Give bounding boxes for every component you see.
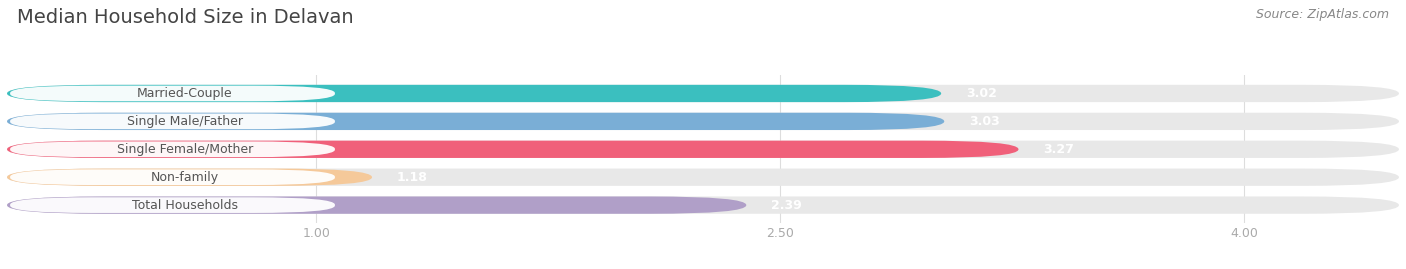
Text: 1.18: 1.18	[396, 171, 427, 184]
FancyBboxPatch shape	[7, 85, 1399, 102]
Text: Single Male/Father: Single Male/Father	[127, 115, 243, 128]
FancyBboxPatch shape	[10, 197, 335, 213]
FancyBboxPatch shape	[7, 85, 941, 102]
FancyBboxPatch shape	[7, 113, 1399, 130]
FancyBboxPatch shape	[10, 169, 335, 185]
FancyBboxPatch shape	[7, 141, 1018, 158]
Text: 3.02: 3.02	[966, 87, 997, 100]
Text: 2.39: 2.39	[770, 199, 801, 212]
FancyBboxPatch shape	[7, 169, 373, 186]
FancyBboxPatch shape	[7, 113, 945, 130]
FancyBboxPatch shape	[7, 196, 747, 214]
FancyBboxPatch shape	[7, 169, 1399, 186]
Text: Median Household Size in Delavan: Median Household Size in Delavan	[17, 8, 353, 27]
Text: Source: ZipAtlas.com: Source: ZipAtlas.com	[1256, 8, 1389, 21]
Text: Single Female/Mother: Single Female/Mother	[117, 143, 253, 156]
Text: Total Households: Total Households	[132, 199, 238, 212]
FancyBboxPatch shape	[10, 114, 335, 129]
FancyBboxPatch shape	[10, 86, 335, 101]
FancyBboxPatch shape	[10, 141, 335, 157]
FancyBboxPatch shape	[7, 141, 1399, 158]
Text: 3.27: 3.27	[1043, 143, 1074, 156]
Text: Married-Couple: Married-Couple	[136, 87, 233, 100]
Text: 3.03: 3.03	[969, 115, 1000, 128]
FancyBboxPatch shape	[7, 196, 1399, 214]
Text: Non-family: Non-family	[150, 171, 219, 184]
